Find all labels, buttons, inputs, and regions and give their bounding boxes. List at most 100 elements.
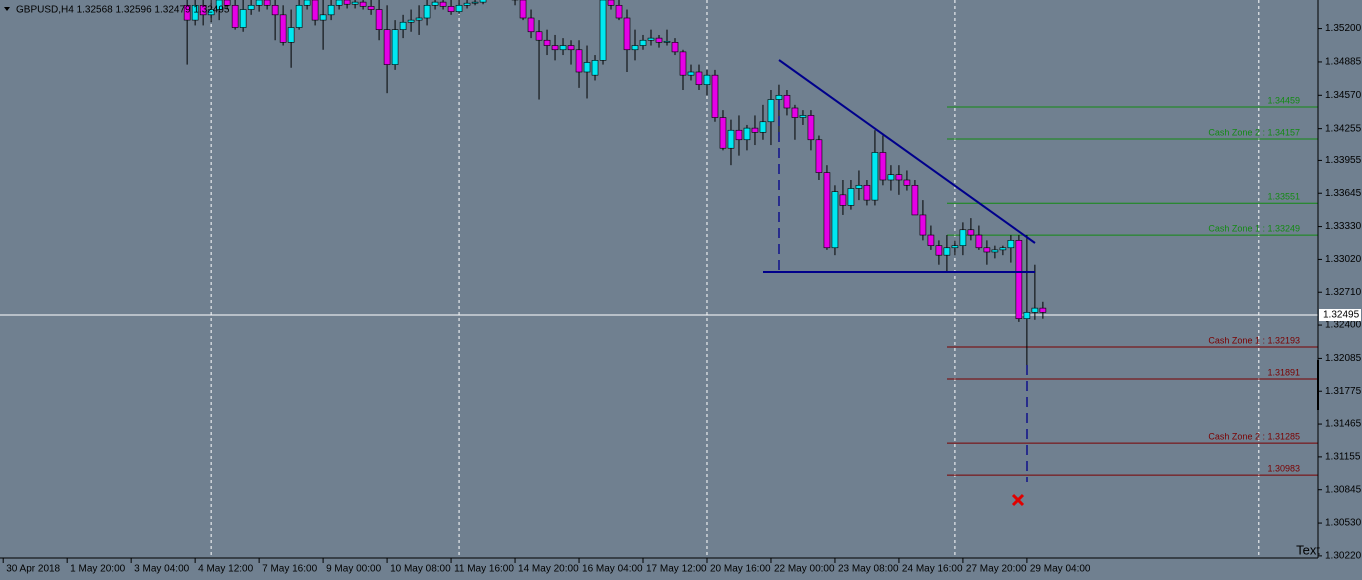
candle-body bbox=[607, 0, 615, 6]
y-tick-label: 1.31775 bbox=[1325, 386, 1362, 397]
candle-body bbox=[599, 0, 607, 61]
y-tick-label: 1.30220 bbox=[1325, 551, 1362, 562]
candle-body bbox=[567, 45, 575, 51]
y-tick-label: 1.34570 bbox=[1325, 90, 1362, 101]
levels: 1.34459 Cash Zone 2 : 1.34157 1.33551 Cash … bbox=[0, 95, 1318, 476]
candle-body bbox=[799, 115, 807, 118]
candle-body bbox=[967, 229, 975, 236]
y-tick-label: 1.31155 bbox=[1325, 452, 1361, 463]
y-tick-label: 1.30530 bbox=[1325, 518, 1362, 529]
last-price-label: 1.32495 bbox=[1323, 310, 1360, 321]
candle-body bbox=[191, 4, 199, 21]
candle-body bbox=[351, 1, 359, 5]
candle-body bbox=[815, 139, 823, 173]
target-mark bbox=[1011, 493, 1025, 507]
level-label: 1.33551 bbox=[1267, 192, 1300, 202]
candles bbox=[183, 0, 1047, 366]
axes: 30 Apr 2018 1 May 20:00 3 May 04:00 4 May 1… bbox=[2, 23, 1362, 575]
candle-body bbox=[735, 129, 743, 141]
y-tick-label: 1.35200 bbox=[1325, 23, 1362, 34]
candle-body bbox=[647, 37, 655, 41]
candle-body bbox=[383, 29, 391, 65]
candle-body bbox=[727, 129, 735, 149]
candle-body bbox=[575, 49, 583, 73]
x-tick-label: 16 May 04:00 bbox=[582, 564, 643, 575]
y-tick-label: 1.32085 bbox=[1325, 353, 1362, 364]
candle-body bbox=[759, 121, 767, 133]
y-tick-label: 1.31465 bbox=[1325, 419, 1362, 430]
candle-body bbox=[327, 4, 335, 16]
candle-body bbox=[679, 51, 687, 76]
level-label: Cash Zone 2 : 1.34157 bbox=[1208, 127, 1300, 137]
candle-body bbox=[959, 229, 967, 246]
candle-body bbox=[423, 4, 431, 19]
y-tick-label: 1.34255 bbox=[1325, 123, 1362, 134]
level-label: 1.34459 bbox=[1267, 95, 1300, 105]
x-tick-label: 17 May 12:00 bbox=[646, 564, 707, 575]
candle-body bbox=[1031, 307, 1039, 313]
level-label: Cash Zone 1 : 1.33249 bbox=[1208, 224, 1300, 234]
candle-body bbox=[463, 2, 471, 6]
candle-body bbox=[375, 9, 383, 30]
candle-body bbox=[823, 172, 831, 249]
candle-body bbox=[311, 0, 319, 21]
y-tick-label: 1.33645 bbox=[1325, 188, 1362, 199]
candle-body bbox=[671, 42, 679, 53]
candle-body bbox=[551, 45, 559, 51]
candle-body bbox=[703, 74, 711, 86]
candle-body bbox=[615, 4, 623, 19]
candle-body bbox=[927, 234, 935, 246]
candle-body bbox=[983, 247, 991, 253]
candle-body bbox=[975, 234, 983, 249]
menu-arrow bbox=[4, 7, 10, 11]
x-tick-label: 27 May 20:00 bbox=[966, 564, 1027, 575]
y-tick-label: 1.30845 bbox=[1325, 484, 1362, 495]
candle-body bbox=[367, 6, 375, 10]
candle-body bbox=[951, 245, 959, 249]
candle-body bbox=[991, 249, 999, 253]
candle-body bbox=[623, 17, 631, 51]
candle-body bbox=[831, 191, 839, 249]
candle-body bbox=[559, 45, 567, 51]
y-tick-label: 1.33955 bbox=[1325, 155, 1362, 166]
level-label: 1.30983 bbox=[1267, 463, 1300, 473]
candle-body bbox=[439, 1, 447, 7]
x-tick-label: 4 May 12:00 bbox=[198, 564, 253, 575]
x-tick-label: 23 May 08:00 bbox=[838, 564, 899, 575]
candle-body bbox=[1023, 312, 1031, 320]
x-tick-label: 1 May 20:00 bbox=[70, 564, 125, 575]
y-tick-label: 1.32710 bbox=[1325, 287, 1362, 298]
candle-body bbox=[655, 37, 663, 43]
candle-body bbox=[743, 127, 751, 141]
candle-body bbox=[303, 0, 311, 6]
candle-body bbox=[415, 17, 423, 21]
candle-body bbox=[847, 188, 855, 206]
candle-body bbox=[255, 0, 263, 6]
candle-body bbox=[231, 4, 239, 28]
candle-body bbox=[943, 247, 951, 256]
candle-body bbox=[247, 4, 255, 10]
x-tick-label: 11 May 16:00 bbox=[454, 564, 514, 575]
x-tick-label: 7 May 16:00 bbox=[262, 564, 317, 575]
candle-body bbox=[215, 0, 223, 10]
drawings bbox=[763, 59, 1319, 507]
candle-body bbox=[447, 6, 455, 12]
candle-body bbox=[431, 1, 439, 6]
corner-text: Text bbox=[1296, 542, 1320, 557]
candle-body bbox=[359, 1, 367, 7]
candle-body bbox=[223, 0, 231, 6]
candle-body bbox=[1039, 307, 1047, 313]
y-tick-label: 1.33330 bbox=[1325, 221, 1362, 232]
candle-body bbox=[871, 152, 879, 201]
x-tick-label: 22 May 00:00 bbox=[774, 564, 835, 575]
candle-body bbox=[895, 174, 903, 181]
candle-body bbox=[839, 194, 847, 206]
candle-body bbox=[1007, 240, 1015, 249]
x-tick-label: 20 May 16:00 bbox=[710, 564, 771, 575]
candle-body bbox=[295, 4, 303, 28]
candle-body bbox=[855, 184, 863, 189]
candle-body bbox=[935, 245, 943, 256]
candle-body bbox=[391, 29, 399, 65]
